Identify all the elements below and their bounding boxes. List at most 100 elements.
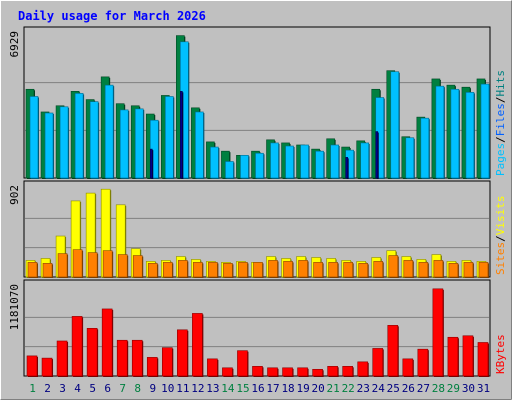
day-label-13: 13 bbox=[206, 382, 219, 395]
bar-kbytes-26 bbox=[402, 358, 414, 377]
bar-pages-9 bbox=[149, 148, 154, 179]
chart-title: Daily usage for March 2026 bbox=[18, 9, 206, 23]
bar-sites-31 bbox=[478, 262, 489, 278]
bar-sites-17 bbox=[268, 260, 279, 278]
day-label-3: 3 bbox=[59, 382, 66, 395]
bar-sites-22 bbox=[343, 262, 354, 278]
bar-sites-12 bbox=[193, 262, 204, 278]
day-label-30: 30 bbox=[462, 382, 475, 395]
bar-sites-24 bbox=[373, 261, 384, 278]
bar-files-17 bbox=[270, 142, 280, 179]
bar-sites-28 bbox=[433, 260, 444, 278]
bar-sites-30 bbox=[463, 262, 474, 278]
day-label-11: 11 bbox=[176, 382, 189, 395]
bar-pages-24 bbox=[375, 131, 379, 179]
day-label-7: 7 bbox=[119, 382, 126, 395]
bar-files-2 bbox=[44, 112, 55, 179]
bar-sites-5 bbox=[87, 252, 99, 278]
bar-kbytes-25 bbox=[387, 325, 399, 377]
bar-kbytes-6 bbox=[101, 308, 114, 377]
bar-sites-4 bbox=[72, 249, 84, 278]
bar-kbytes-3 bbox=[56, 340, 69, 377]
day-label-24: 24 bbox=[372, 382, 386, 395]
bar-kbytes-2 bbox=[41, 357, 54, 377]
bar-kbytes-7 bbox=[116, 339, 129, 377]
bar-sites-14 bbox=[223, 263, 234, 278]
bar-kbytes-27 bbox=[417, 348, 429, 377]
day-label-16: 16 bbox=[251, 382, 264, 395]
day-label-8: 8 bbox=[134, 382, 141, 395]
day-label-25: 25 bbox=[387, 382, 400, 395]
legend-sites: Sites bbox=[494, 242, 507, 275]
bar-files-29 bbox=[450, 88, 460, 179]
day-label-22: 22 bbox=[342, 382, 355, 395]
bar-sites-20 bbox=[313, 262, 324, 278]
bar-files-7 bbox=[119, 109, 130, 179]
day-label-10: 10 bbox=[161, 382, 174, 395]
bar-kbytes-20 bbox=[312, 368, 324, 377]
day-label-12: 12 bbox=[191, 382, 204, 395]
bar-files-3 bbox=[59, 106, 70, 179]
day-label-31: 31 bbox=[477, 382, 490, 395]
bar-sites-3 bbox=[57, 253, 69, 278]
bar-kbytes-14 bbox=[222, 367, 234, 377]
bar-kbytes-4 bbox=[71, 316, 84, 377]
bar-files-6 bbox=[104, 84, 115, 179]
bar-sites-10 bbox=[162, 262, 174, 278]
kbytes-y-max-label: 1181070 bbox=[8, 284, 21, 330]
day-label-17: 17 bbox=[266, 382, 279, 395]
bar-sites-6 bbox=[102, 250, 114, 278]
bar-sites-18 bbox=[283, 261, 294, 278]
bar-files-12 bbox=[195, 111, 205, 179]
bar-kbytes-22 bbox=[342, 366, 354, 377]
bar-kbytes-15 bbox=[237, 350, 249, 377]
bar-kbytes-8 bbox=[131, 339, 144, 377]
bar-sites-26 bbox=[403, 260, 414, 278]
bar-kbytes-1 bbox=[26, 355, 38, 377]
bar-kbytes-13 bbox=[207, 358, 219, 377]
bar-files-30 bbox=[465, 92, 475, 179]
bar-kbytes-9 bbox=[146, 357, 159, 377]
legend-kbytes: KBytes bbox=[494, 334, 507, 374]
bar-sites-15 bbox=[238, 262, 249, 278]
bar-kbytes-17 bbox=[267, 367, 279, 377]
bar-files-19 bbox=[300, 144, 310, 179]
bar-kbytes-5 bbox=[86, 328, 99, 377]
bar-files-8 bbox=[134, 108, 145, 179]
bar-files-26 bbox=[405, 137, 415, 179]
legend-hits: Hits bbox=[494, 70, 507, 97]
bar-pages-11 bbox=[180, 91, 184, 179]
day-label-14: 14 bbox=[221, 382, 235, 395]
bar-sites-11 bbox=[178, 260, 189, 278]
legend-visits: Visits bbox=[494, 196, 507, 236]
bar-sites-1 bbox=[27, 262, 38, 278]
bar-kbytes-19 bbox=[297, 367, 309, 377]
legend-pages: Pages bbox=[494, 143, 507, 176]
day-label-29: 29 bbox=[447, 382, 460, 395]
bar-sites-13 bbox=[208, 262, 219, 278]
day-label-20: 20 bbox=[312, 382, 325, 395]
bar-files-14 bbox=[225, 161, 235, 179]
day-label-6: 6 bbox=[104, 382, 111, 395]
legend-files: Files bbox=[494, 103, 507, 136]
bar-pages-22 bbox=[345, 157, 349, 179]
bar-sites-2 bbox=[42, 263, 54, 278]
bar-sites-8 bbox=[132, 255, 144, 278]
bar-files-27 bbox=[420, 117, 430, 179]
bar-files-4 bbox=[74, 93, 85, 179]
day-label-1: 1 bbox=[29, 382, 36, 395]
bar-sites-29 bbox=[448, 263, 459, 278]
bar-kbytes-16 bbox=[252, 366, 264, 377]
day-label-9: 9 bbox=[149, 382, 156, 395]
bar-files-10 bbox=[164, 96, 175, 179]
bar-files-23 bbox=[360, 142, 370, 179]
bar-kbytes-31 bbox=[477, 342, 489, 377]
day-label-19: 19 bbox=[296, 382, 309, 395]
bar-sites-23 bbox=[358, 263, 369, 278]
day-label-21: 21 bbox=[327, 382, 340, 395]
bar-kbytes-10 bbox=[161, 347, 174, 377]
day-label-4: 4 bbox=[74, 382, 81, 395]
bar-files-5 bbox=[89, 101, 100, 179]
bar-sites-7 bbox=[117, 254, 129, 278]
